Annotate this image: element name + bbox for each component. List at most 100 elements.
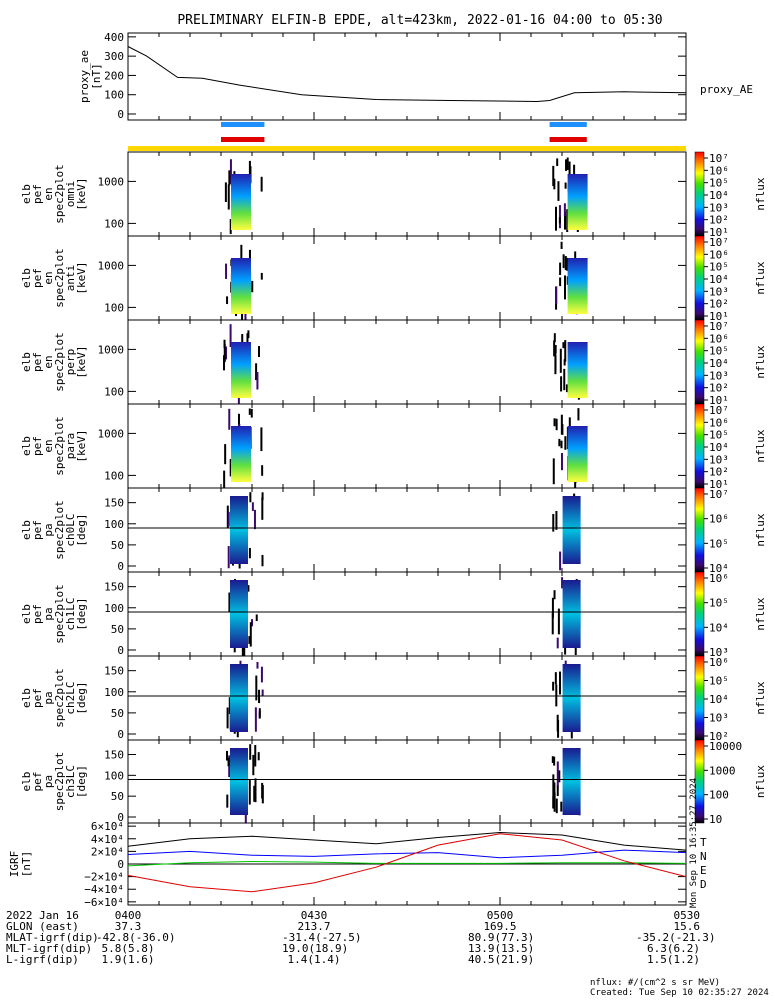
igrf-line-D bbox=[127, 833, 687, 893]
colorbar-label: 10⁴ bbox=[709, 693, 729, 706]
flux-streak bbox=[555, 286, 558, 305]
colorbar-label: 10¹ bbox=[709, 226, 729, 239]
flux-streak bbox=[261, 465, 264, 476]
spectrogram-panel-2: 1000 100 elbpefenspec2plotanti[keV] bbox=[20, 235, 687, 326]
blue-zone-bar bbox=[549, 122, 587, 127]
ylabel-line: spec2plot bbox=[53, 752, 66, 812]
ylabel-line: ch1LC bbox=[64, 597, 77, 630]
colorbar-label: 10³ bbox=[709, 201, 729, 214]
colorbar-label: 10⁴ bbox=[709, 273, 729, 286]
flux-streak bbox=[552, 514, 555, 532]
colorbar-label: 10¹ bbox=[709, 478, 729, 491]
flux-streak bbox=[564, 275, 567, 300]
footer-value: 0430 bbox=[300, 909, 328, 922]
ylabel-line: perp bbox=[64, 349, 77, 376]
ylabel-line: [deg] bbox=[75, 765, 88, 798]
y-tick-label: 300 bbox=[104, 50, 124, 63]
footer-row-label: 2022 Jan 16 bbox=[6, 909, 79, 922]
colorbar-gradient bbox=[694, 319, 705, 405]
flux-streak bbox=[228, 755, 231, 778]
flux-streak bbox=[564, 340, 567, 362]
flux-streak bbox=[552, 774, 555, 797]
flux-streak bbox=[560, 414, 563, 435]
flux-streak bbox=[254, 790, 257, 798]
flux-streak bbox=[566, 157, 569, 171]
y-tick-label: 0 bbox=[117, 108, 124, 121]
colorbar-label: 10² bbox=[709, 214, 729, 227]
flux-streak bbox=[555, 684, 558, 707]
colorbar-label: 10⁷ bbox=[709, 152, 729, 165]
flux-streak bbox=[248, 408, 251, 415]
flux-streak bbox=[568, 161, 571, 176]
footer-value: -35.2(-21.3) bbox=[636, 931, 716, 944]
footer-value: 15.6 bbox=[673, 920, 701, 933]
ylabel-line: [deg] bbox=[75, 597, 88, 630]
colorbar-label: 10⁶ bbox=[709, 656, 729, 669]
flux-streak bbox=[577, 408, 580, 421]
flux-streak bbox=[228, 170, 231, 186]
footer-value: -31.4(-27.5) bbox=[282, 931, 362, 944]
panel-ylabel: elbpefenspec2plotanti[keV] bbox=[20, 248, 88, 308]
colorbar-label: 10⁵ bbox=[709, 345, 729, 358]
flux-streak bbox=[248, 780, 251, 805]
flux-streak bbox=[552, 681, 555, 691]
flux-streak bbox=[557, 608, 560, 635]
proxy-ae-ylabel: proxy_ae[nT] bbox=[78, 50, 103, 103]
colorbar-label: 10⁶ bbox=[709, 164, 729, 177]
y-tick-label: 1000 bbox=[98, 427, 125, 440]
colorbar-label: 10² bbox=[709, 298, 729, 311]
panel-ylabel: elbpefpaspec2plotch3LC[deg] bbox=[20, 752, 88, 812]
panel-bg bbox=[128, 572, 686, 656]
y-tick-label: 1000 bbox=[98, 259, 125, 272]
flux-streak bbox=[260, 427, 263, 452]
ylabel-line: pef bbox=[31, 184, 44, 204]
footer-value: 1.9(1.6) bbox=[101, 953, 155, 966]
igrf-legend-E: E bbox=[700, 864, 707, 877]
ylabel-line: para bbox=[64, 433, 77, 460]
flux-streak bbox=[256, 661, 259, 669]
flux-streak bbox=[223, 343, 226, 363]
flux-streak bbox=[553, 590, 556, 600]
flux-streak bbox=[555, 798, 558, 814]
flux-streak bbox=[260, 666, 263, 683]
flux-streak bbox=[223, 470, 226, 490]
colorbar-title: nflux bbox=[754, 345, 767, 378]
y-tick-label: 100 bbox=[104, 602, 124, 615]
flux-streak bbox=[261, 497, 264, 520]
red-zone-bar bbox=[221, 137, 265, 142]
ylabel-line: en bbox=[42, 271, 55, 284]
footer-value: 0500 bbox=[486, 909, 514, 922]
ylabel-line: [keV] bbox=[75, 177, 88, 210]
colorbar-label: 10⁶ bbox=[709, 416, 729, 429]
proxy-ae-frame bbox=[127, 32, 687, 121]
ylabel-line: en bbox=[42, 439, 55, 452]
ylabel-line: en bbox=[42, 355, 55, 368]
footer-value: 213.7 bbox=[297, 920, 331, 933]
footer-value: 169.5 bbox=[483, 920, 517, 933]
flux-streak bbox=[573, 164, 576, 175]
flux-streak bbox=[563, 203, 566, 217]
colorbar-label: 10000 bbox=[709, 740, 742, 753]
footer-value: 80.9(77.3) bbox=[468, 931, 535, 944]
flux-block bbox=[567, 258, 588, 314]
ylabel-line: [keV] bbox=[75, 429, 88, 462]
colorbars-layer: 10⁷10⁶10⁵10⁴10³10²10¹nflux10⁷10⁶10⁵10⁴10… bbox=[694, 151, 767, 826]
blue-zone-bar bbox=[221, 122, 265, 127]
flux-streak bbox=[556, 784, 559, 797]
flux-streak bbox=[228, 592, 231, 613]
flux-streak bbox=[556, 761, 559, 787]
y-tick-label: 0 bbox=[117, 644, 124, 657]
igrf-line-E bbox=[127, 860, 687, 867]
spectrogram-panel-3: 1000 100 elbpefenspec2plotperp[keV] bbox=[20, 319, 687, 405]
flux-streak bbox=[558, 217, 561, 224]
flux-streak bbox=[226, 794, 229, 808]
flux-streak bbox=[254, 707, 257, 732]
flux-streak bbox=[559, 262, 562, 275]
flux-streak bbox=[224, 182, 227, 203]
colorbar-gradient bbox=[694, 571, 705, 657]
spectrogram-panel-1: 1000 100 elbpefenspec2plotomni[keV] bbox=[20, 151, 687, 237]
flux-streak bbox=[258, 708, 261, 718]
